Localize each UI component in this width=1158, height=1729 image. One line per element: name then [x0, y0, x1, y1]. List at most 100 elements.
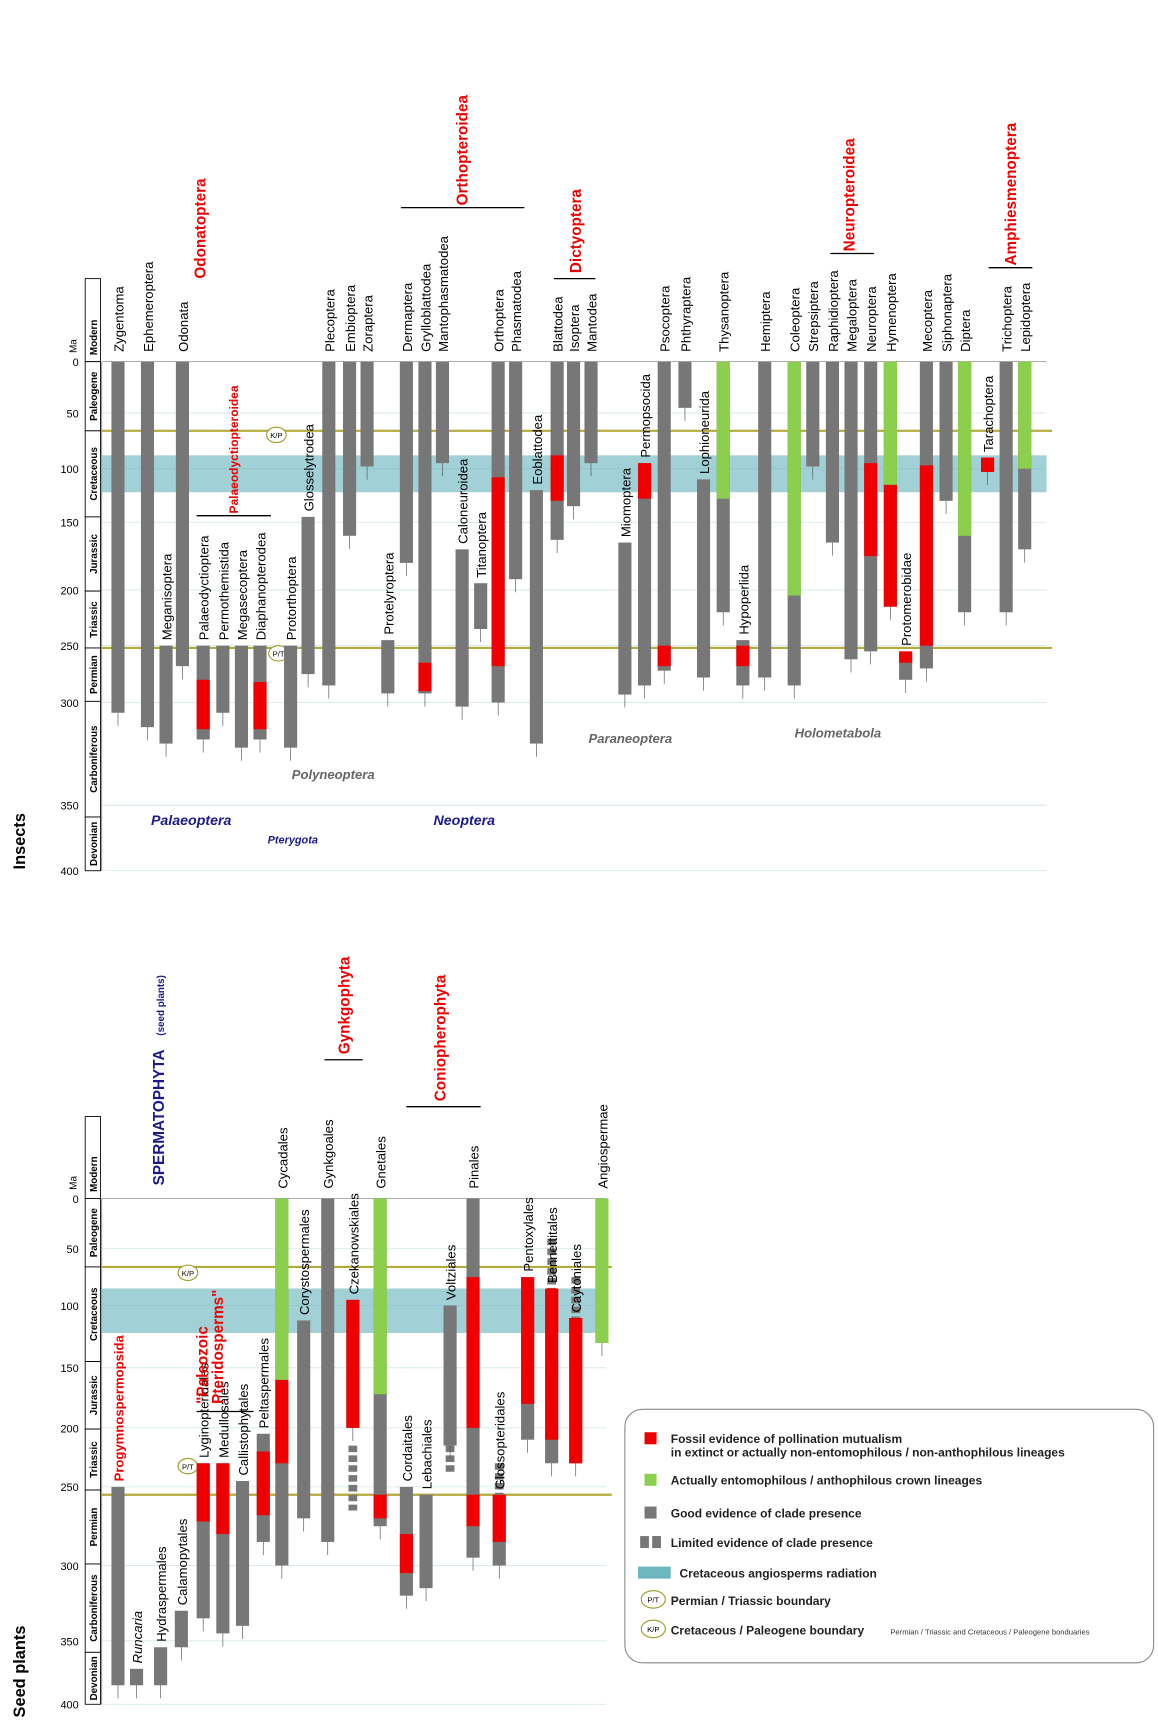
- taxon-label: Hydraspermales: [154, 1546, 169, 1642]
- taxon-label: Diptera: [958, 309, 973, 352]
- taxon-label: Corystospermales: [297, 1209, 312, 1315]
- boundary-marker-label: K/P: [182, 1269, 194, 1278]
- taxon-label: Protomerobidae: [899, 553, 914, 646]
- red-segment: [374, 1495, 387, 1519]
- taxon-label: Zoraptera: [361, 294, 376, 351]
- red-segment: [346, 1300, 359, 1428]
- period-name: Permian: [89, 1508, 100, 1547]
- taxon-bar: [321, 1198, 334, 1541]
- legend-swatch: [645, 1432, 657, 1444]
- taxon-label: Lophioneurida: [697, 390, 712, 474]
- taxon-label: Diaphanopterodea: [253, 532, 268, 640]
- y-tick-label: 150: [60, 1363, 78, 1375]
- green-segment: [374, 1198, 387, 1394]
- clade-label: Holometabola: [795, 725, 882, 740]
- period-name: Triassic: [89, 601, 100, 638]
- legend-swatch: [652, 1536, 661, 1548]
- group-label: Gynkgophyta: [337, 956, 354, 1054]
- group-label: Neuropteroidea: [841, 138, 858, 251]
- taxon-bar: [154, 1647, 167, 1685]
- group-label: Amphiesmenoptera: [1003, 122, 1020, 265]
- taxon-label: Protelyroptera: [381, 552, 396, 635]
- side-label: Insects: [11, 813, 29, 869]
- taxon-label: Orthoptera: [492, 289, 507, 352]
- red-segment: [493, 1495, 506, 1542]
- group-label: Dictyoptera: [568, 189, 585, 274]
- y-tick-label: 200: [60, 585, 78, 597]
- taxon-label: Strepsiptera: [806, 281, 821, 352]
- legend-swatch: [638, 1567, 671, 1579]
- y-tick-label: 150: [60, 518, 78, 530]
- taxon-label: Grylloblattodea: [418, 263, 433, 352]
- y-tick-label: 250: [60, 1482, 78, 1494]
- taxon-label: Mantodea: [584, 293, 599, 352]
- red-segment: [197, 680, 210, 729]
- taxon-bar: [111, 362, 124, 713]
- taxon-bar: [235, 646, 248, 748]
- red-segment: [418, 663, 431, 691]
- taxon-label: Permopsocida: [638, 373, 653, 457]
- taxon-bar: [758, 362, 771, 678]
- taxon-bar: [697, 479, 710, 677]
- period-name: Permian: [89, 655, 100, 694]
- legend-marker-label: P/T: [647, 1596, 659, 1605]
- taxon-label: Peltaspermales: [257, 1338, 272, 1429]
- taxon-bar: [436, 362, 449, 463]
- taxon-label: Tarachoptera: [981, 375, 996, 452]
- taxon-bar: [176, 362, 189, 666]
- legend-swatch: [645, 1474, 657, 1486]
- taxon-bar: [584, 362, 597, 463]
- clade-label: Palaeoptera: [151, 813, 232, 829]
- red-segment: [253, 682, 266, 729]
- taxon-bar: [940, 362, 953, 501]
- taxon-bar: [844, 362, 857, 660]
- red-segment: [545, 1288, 558, 1439]
- taxon-label: Lepidoptera: [1018, 282, 1033, 352]
- taxon-label: Zygentoma: [111, 286, 126, 352]
- red-segment: [216, 1463, 229, 1534]
- taxon-label: Caloneuroidea: [456, 458, 471, 544]
- taxon-label: Cordaitales: [400, 1415, 415, 1482]
- taxon-bar: [456, 549, 469, 706]
- axis-unit: Ma: [68, 339, 79, 353]
- y-tick-label: 300: [60, 698, 78, 710]
- taxon-bar: [236, 1481, 249, 1626]
- taxon-bar: [678, 362, 691, 408]
- taxon-label: Protorthoptera: [284, 556, 299, 640]
- clade-label: Paraneoptera: [588, 731, 672, 746]
- taxon-label: Blattodea: [551, 296, 566, 352]
- legend-text: Limited evidence of clade presence: [671, 1536, 873, 1550]
- red-segment: [658, 646, 671, 666]
- taxon-label: Meganisoptera: [160, 553, 175, 640]
- taxon-label: Callistophytales: [236, 1383, 251, 1475]
- period-name: Jurassic: [89, 1375, 100, 1415]
- taxon-bar: [400, 362, 413, 563]
- red-segment: [736, 646, 749, 666]
- taxon-label: Phthyraptera: [678, 276, 693, 352]
- red-segment: [638, 463, 651, 499]
- period-name: Devonian: [89, 822, 100, 866]
- taxon-bar: [418, 362, 431, 694]
- y-tick-label: 0: [73, 1194, 79, 1206]
- legend-swatch: [640, 1536, 649, 1548]
- taxon-bar: [381, 640, 394, 693]
- taxon-label: Trichoptera: [1000, 285, 1015, 351]
- legend-marker-label: K/P: [647, 1625, 659, 1634]
- y-tick-label: 350: [60, 1636, 78, 1648]
- group-label: Pteridosperms": [210, 1290, 227, 1404]
- taxon-bar: [806, 362, 819, 467]
- taxon-label: Caytoniales: [569, 1244, 584, 1313]
- taxon-label: Hymenoptera: [884, 273, 899, 352]
- y-tick-label: 400: [60, 1700, 78, 1712]
- legend-text: in extinct or actually non-entomophilous…: [671, 1445, 1065, 1459]
- taxon-bar: [284, 646, 297, 748]
- taxon-bar: [509, 362, 522, 579]
- y-tick-label: 250: [60, 641, 78, 653]
- taxon-label: Czekanowskiales: [346, 1193, 361, 1295]
- period-name: Devonian: [89, 1656, 100, 1700]
- red-segment: [521, 1277, 534, 1404]
- period-name: Modern: [89, 320, 100, 356]
- green-segment: [717, 362, 730, 499]
- taxon-label: Glosselytrodea: [302, 423, 317, 511]
- taxon-bar: [159, 646, 172, 744]
